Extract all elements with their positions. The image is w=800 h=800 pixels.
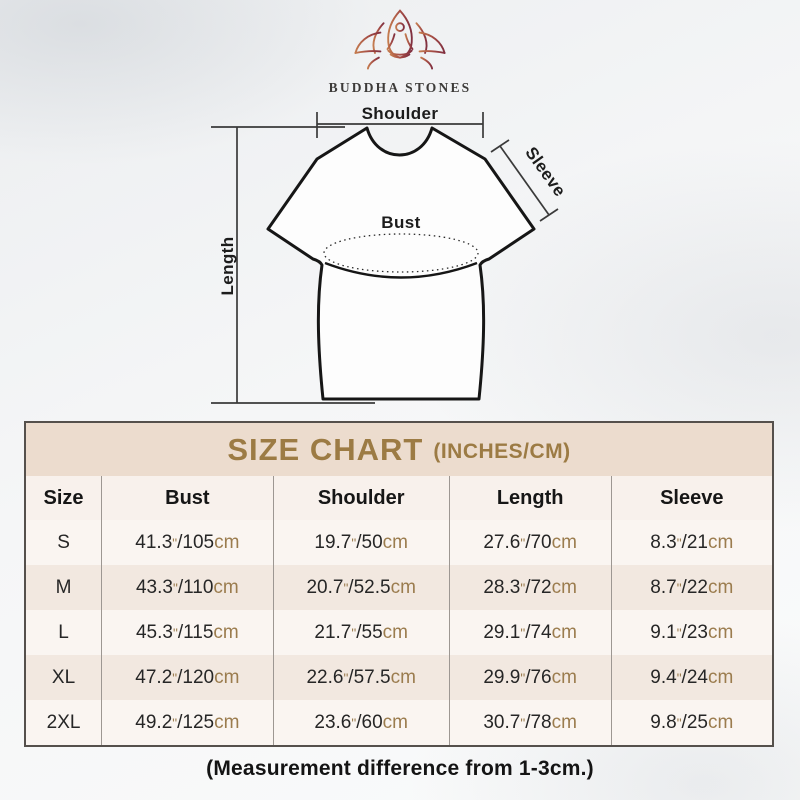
measurement-cell: 27.6 "/70 cm [450, 520, 612, 565]
chest-curve [324, 261, 478, 279]
size-cell: XL [26, 655, 103, 700]
length-measure-line [211, 126, 375, 404]
brand-name: BUDDHA STONES [328, 80, 472, 95]
table-row: M 43.3 "/110 cm 20.7 "/52.5 cm 28.3 "/72 cm 8.7 "/2… [26, 565, 772, 610]
column-header-sleeve: Sleeve [660, 486, 724, 509]
brand-logo: BUDDHA STONES [0, 6, 800, 96]
measurement-cell: 20.7 "/52.5 cm [274, 565, 450, 610]
measurement-cell: 29.9 "/76 cm [450, 655, 612, 700]
shoulder-label: Shoulder [362, 104, 439, 123]
size-chart-subtitle: (INCHES/CM) [433, 439, 571, 463]
measurement-cell: 8.7 "/22 cm [650, 576, 734, 598]
size-cell: M [26, 565, 103, 610]
measurement-cell: 28.3 "/72 cm [450, 565, 612, 610]
table-row: L 45.3 "/115 cm 21.7 "/55 cm 29.1 "/74 cm 9.1 "/23 c… [26, 610, 772, 655]
measurement-cell: 47.2 "/120 cm [102, 655, 274, 700]
size-cell: 2XL [26, 700, 103, 745]
measurement-cell: 43.3 "/110 cm [102, 565, 274, 610]
size-table-body: S 41.3 "/105 cm 19.7 "/50 cm 27.6 "/70 cm 8.3 "/21 c… [26, 520, 772, 745]
measurement-cell: 21.7 "/55 cm [274, 610, 450, 655]
bust-label: Bust [381, 213, 420, 232]
column-header-shoulder: Shoulder [274, 476, 450, 520]
size-chart: SIZE CHART (INCHES/CM) Size Bust Shoulde… [24, 421, 774, 747]
measurement-cell: 9.4 "/24 cm [650, 666, 734, 688]
footnote: (Measurement difference from 1-3cm.) [206, 757, 594, 780]
lotus-meditation-icon [354, 9, 446, 70]
measurement-cell: 22.6 "/57.5 cm [274, 655, 450, 700]
table-row: XL 47.2 "/120 cm 22.6 "/57.5 cm 29.9 "/76 cm 9.4 " /… [26, 655, 772, 700]
size-cell: L [26, 610, 103, 655]
measurement-cell: 9.8 "/25 cm [650, 711, 734, 733]
column-header-length: Length [450, 476, 612, 520]
measurement-cell: 23.6 "/60 cm [274, 700, 450, 745]
column-header-size: Size [26, 476, 103, 520]
shirt-outline [266, 126, 536, 401]
measurement-cell: 45.3 "/115 cm [102, 610, 274, 655]
measurement-cell: 30.7 "/78 cm [450, 700, 612, 745]
measurement-cell: 8.3 "/21 cm [650, 531, 734, 553]
bust-dotted-line [323, 233, 479, 273]
measurement-cell: 9.1 "/23 cm [650, 621, 734, 643]
measurement-cell: 19.7 "/50 cm [274, 520, 450, 565]
size-cell: S [26, 520, 103, 565]
measurement-cell: 49.2 "/125 cm [102, 700, 274, 745]
table-row: S 41.3 "/105 cm 19.7 "/50 cm 27.6 "/70 cm 8.3 "/21 c… [26, 520, 772, 565]
sleeve-measure-line [490, 139, 559, 222]
table-row: 2XL 49.2 "/125 cm 23.6 "/60 cm 30.7 "/78 cm 9.8 "/2… [26, 700, 772, 745]
measurement-cell: 29.1 "/74 cm [450, 610, 612, 655]
measurement-cell: 41.3 "/105 cm [102, 520, 274, 565]
column-header-bust: Bust [102, 476, 274, 520]
tshirt-diagram: Bust Shoulder Length Sleeve [211, 104, 570, 404]
size-chart-title-band: SIZE CHART (INCHES/CM) [26, 423, 772, 476]
size-chart-title: SIZE CHART [227, 431, 424, 467]
table-header-row: Size Bust Shoulder Length Sleeve [26, 476, 772, 520]
length-label: Length [218, 236, 237, 295]
sleeve-label: Sleeve [521, 143, 569, 200]
shoulder-measure-line [316, 112, 484, 138]
